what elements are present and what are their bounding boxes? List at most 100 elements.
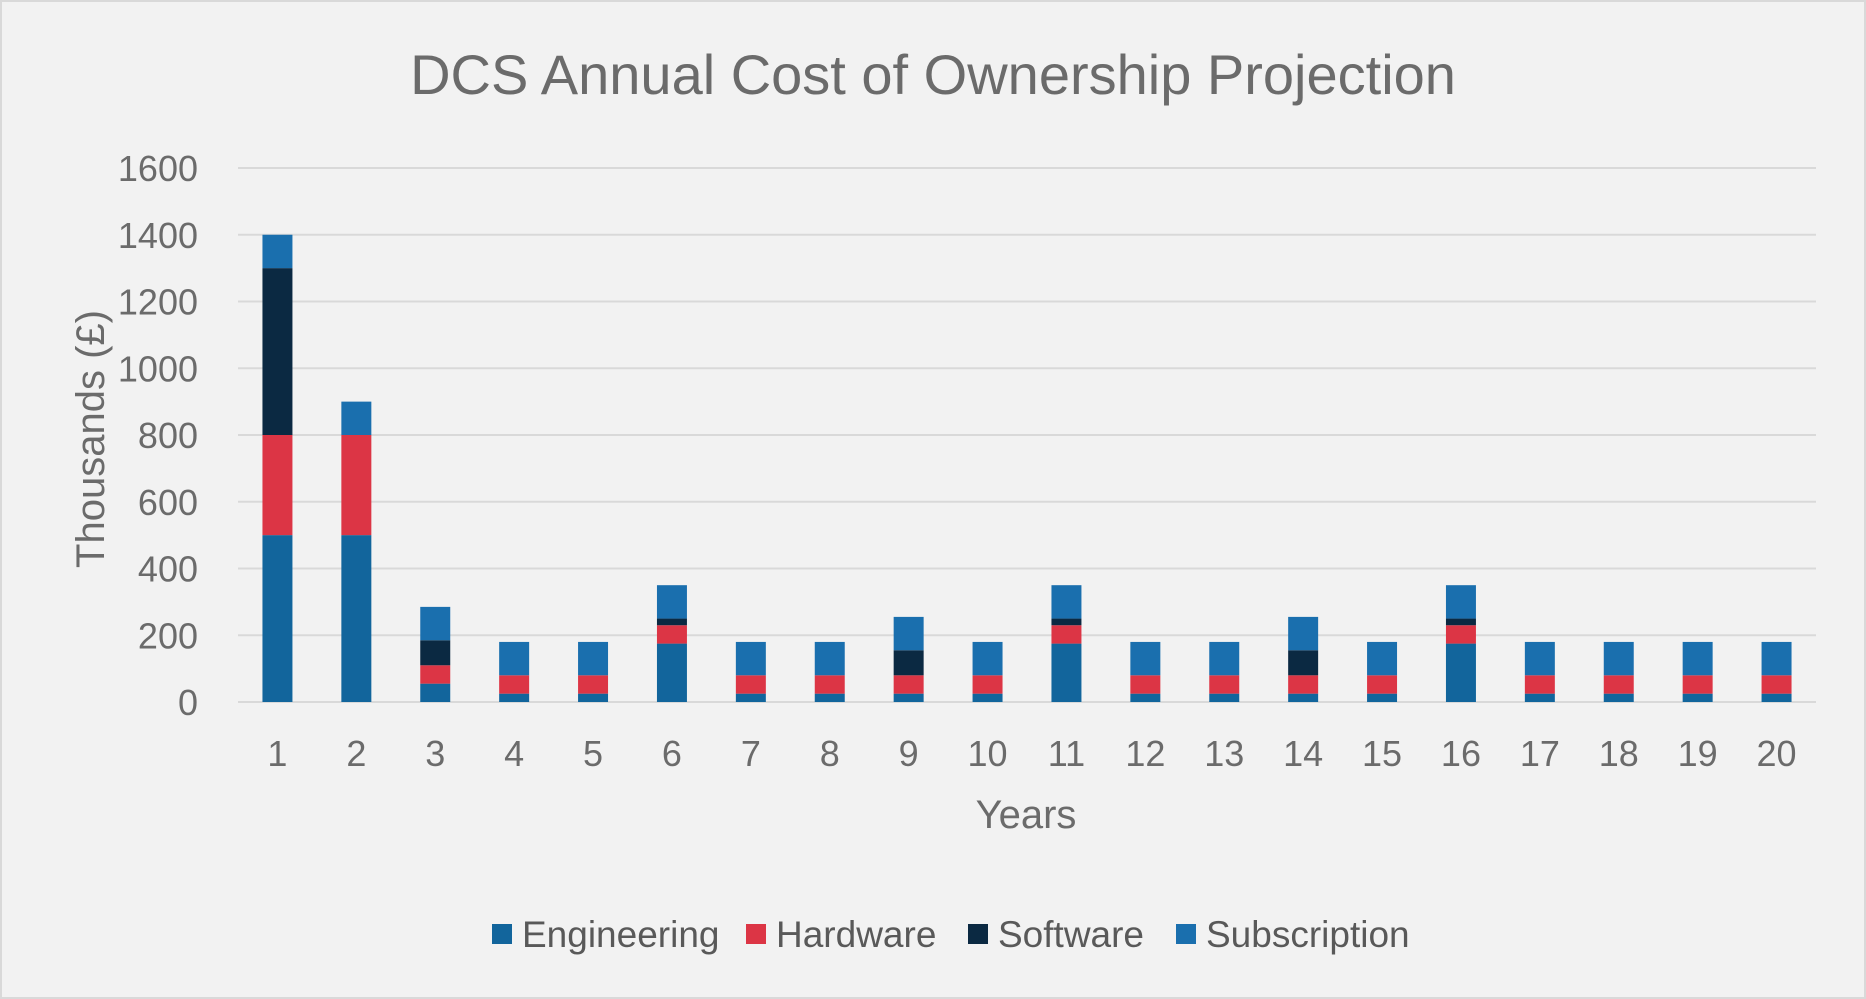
bar-hardware-15 [1367, 675, 1398, 694]
bar-hardware-5 [578, 675, 609, 694]
bar-hardware-10 [972, 675, 1003, 694]
legend-swatch-engineering [492, 924, 512, 944]
y-tick-label: 0 [178, 682, 198, 723]
bar-hardware-11 [1051, 625, 1082, 644]
bar-subscription-14 [1288, 616, 1319, 651]
bar-subscription-5 [578, 641, 609, 676]
bar-engineering-1 [262, 535, 293, 702]
x-tick-label: 10 [968, 733, 1008, 774]
x-tick-label: 3 [425, 733, 445, 774]
legend-label-hardware: Hardware [776, 914, 936, 955]
y-axis-ticks: 0 200 400 600 800 1000 1200 1400 1600 [118, 148, 198, 723]
bar-engineering-9 [893, 693, 924, 702]
x-axis-label: Years [976, 793, 1077, 837]
bar-hardware-7 [735, 675, 766, 694]
y-tick-label: 1200 [118, 282, 198, 323]
bar-engineering-2 [341, 535, 372, 702]
bar-subscription-13 [1209, 641, 1240, 676]
bar-hardware-6 [656, 625, 687, 644]
bar-engineering-18 [1603, 693, 1634, 702]
bar-engineering-19 [1682, 693, 1713, 702]
y-tick-label: 1400 [118, 215, 198, 256]
x-tick-label: 8 [820, 733, 840, 774]
legend-label-software: Software [998, 914, 1144, 955]
bar-hardware-12 [1130, 675, 1161, 694]
x-tick-label: 19 [1678, 733, 1718, 774]
bar-engineering-4 [499, 693, 530, 702]
bar-engineering-10 [972, 693, 1003, 702]
chart-title: DCS Annual Cost of Ownership Projection [410, 43, 1456, 106]
y-tick-label: 1600 [118, 148, 198, 189]
bar-hardware-13 [1209, 675, 1240, 694]
y-tick-label: 1000 [118, 348, 198, 389]
bar-engineering-12 [1130, 693, 1161, 702]
bar-engineering-20 [1761, 693, 1792, 702]
bar-engineering-6 [656, 643, 687, 702]
x-tick-label: 4 [504, 733, 524, 774]
bar-subscription-7 [735, 641, 766, 676]
bar-engineering-11 [1051, 643, 1082, 702]
x-tick-label: 14 [1283, 733, 1323, 774]
legend-swatch-subscription [1176, 924, 1196, 944]
bar-engineering-15 [1367, 693, 1398, 702]
bar-software-6 [656, 618, 687, 626]
bar-hardware-1 [262, 435, 293, 536]
bar-software-16 [1445, 618, 1476, 626]
legend-label-subscription: Subscription [1206, 914, 1410, 955]
legend-swatch-software [968, 924, 988, 944]
legend: Engineering Hardware Software Subscription [492, 914, 1410, 955]
bar-hardware-18 [1603, 675, 1634, 694]
x-tick-label: 12 [1125, 733, 1165, 774]
gridlines [238, 167, 1816, 703]
bar-subscription-1 [262, 234, 293, 269]
bar-engineering-7 [735, 693, 766, 702]
x-tick-label: 20 [1757, 733, 1797, 774]
bar-hardware-2 [341, 435, 372, 536]
bar-engineering-3 [420, 683, 451, 702]
bar-hardware-3 [420, 665, 451, 684]
x-tick-label: 2 [346, 733, 366, 774]
y-tick-label: 600 [138, 482, 198, 523]
bar-engineering-8 [814, 693, 845, 702]
x-tick-label: 9 [899, 733, 919, 774]
bar-subscription-3 [420, 606, 451, 641]
x-tick-label: 1 [267, 733, 287, 774]
bar-subscription-2 [341, 401, 372, 435]
x-tick-label: 7 [741, 733, 761, 774]
bar-software-1 [262, 268, 293, 435]
bars [262, 234, 1792, 702]
bar-hardware-9 [893, 675, 924, 694]
bar-subscription-12 [1130, 641, 1161, 676]
x-tick-label: 17 [1520, 733, 1560, 774]
bar-engineering-17 [1524, 693, 1555, 702]
bar-software-9 [893, 650, 924, 676]
bar-hardware-19 [1682, 675, 1713, 694]
y-tick-label: 400 [138, 549, 198, 590]
bar-engineering-14 [1288, 693, 1319, 702]
bar-subscription-9 [893, 616, 924, 651]
bar-hardware-20 [1761, 675, 1792, 694]
x-tick-label: 18 [1599, 733, 1639, 774]
x-tick-label: 6 [662, 733, 682, 774]
bar-subscription-16 [1445, 585, 1476, 619]
bar-engineering-13 [1209, 693, 1240, 702]
bar-hardware-14 [1288, 675, 1319, 694]
bar-engineering-16 [1445, 643, 1476, 702]
bar-subscription-18 [1603, 641, 1634, 676]
bar-subscription-15 [1367, 641, 1398, 676]
bar-subscription-4 [499, 641, 530, 676]
bar-subscription-17 [1524, 641, 1555, 676]
legend-swatch-hardware [746, 924, 766, 944]
x-tick-label: 13 [1204, 733, 1244, 774]
x-tick-label: 15 [1362, 733, 1402, 774]
bar-hardware-17 [1524, 675, 1555, 694]
bar-engineering-5 [578, 693, 609, 702]
y-tick-label: 800 [138, 415, 198, 456]
x-tick-label: 5 [583, 733, 603, 774]
bar-software-3 [420, 640, 451, 666]
bar-software-11 [1051, 618, 1082, 626]
y-tick-label: 200 [138, 615, 198, 656]
bar-subscription-11 [1051, 585, 1082, 619]
